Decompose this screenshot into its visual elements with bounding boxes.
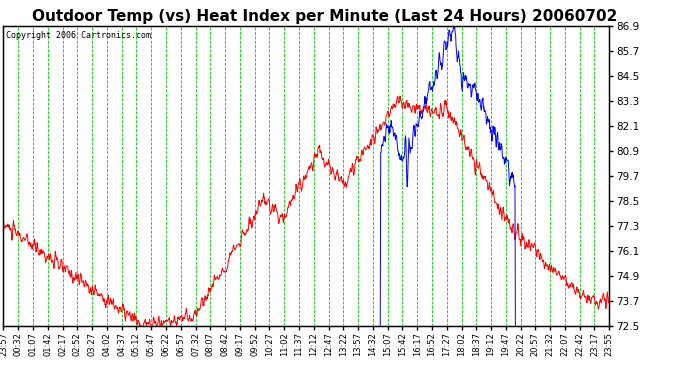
Text: Copyright 2006 Cartronics.com: Copyright 2006 Cartronics.com [6, 31, 152, 40]
Text: Outdoor Temp (vs) Heat Index per Minute (Last 24 Hours) 20060702: Outdoor Temp (vs) Heat Index per Minute … [32, 9, 617, 24]
